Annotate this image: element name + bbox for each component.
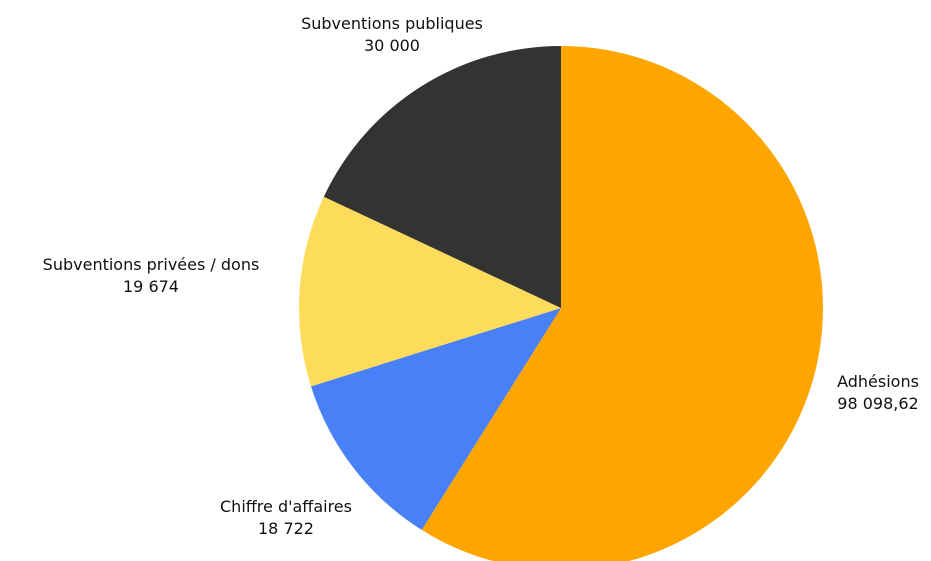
slice-label-2: Subventions privées / dons bbox=[43, 255, 260, 274]
slice-value-label-3: 30 000 bbox=[364, 36, 420, 55]
pie-slice-3 bbox=[323, 46, 561, 308]
slice-label-0: Adhésions bbox=[837, 372, 919, 391]
slice-value-label-1: 18 722 bbox=[258, 519, 314, 538]
slice-label-1: Chiffre d'affaires bbox=[220, 497, 352, 516]
pie-slice-0 bbox=[421, 46, 823, 561]
slice-value-label-0: 98 098,62 bbox=[837, 394, 918, 413]
slice-label-3: Subventions publiques bbox=[301, 14, 483, 33]
pie-slice-1 bbox=[311, 308, 561, 530]
slice-value-label-2: 19 674 bbox=[123, 277, 179, 296]
pie-slice-2 bbox=[299, 196, 561, 387]
